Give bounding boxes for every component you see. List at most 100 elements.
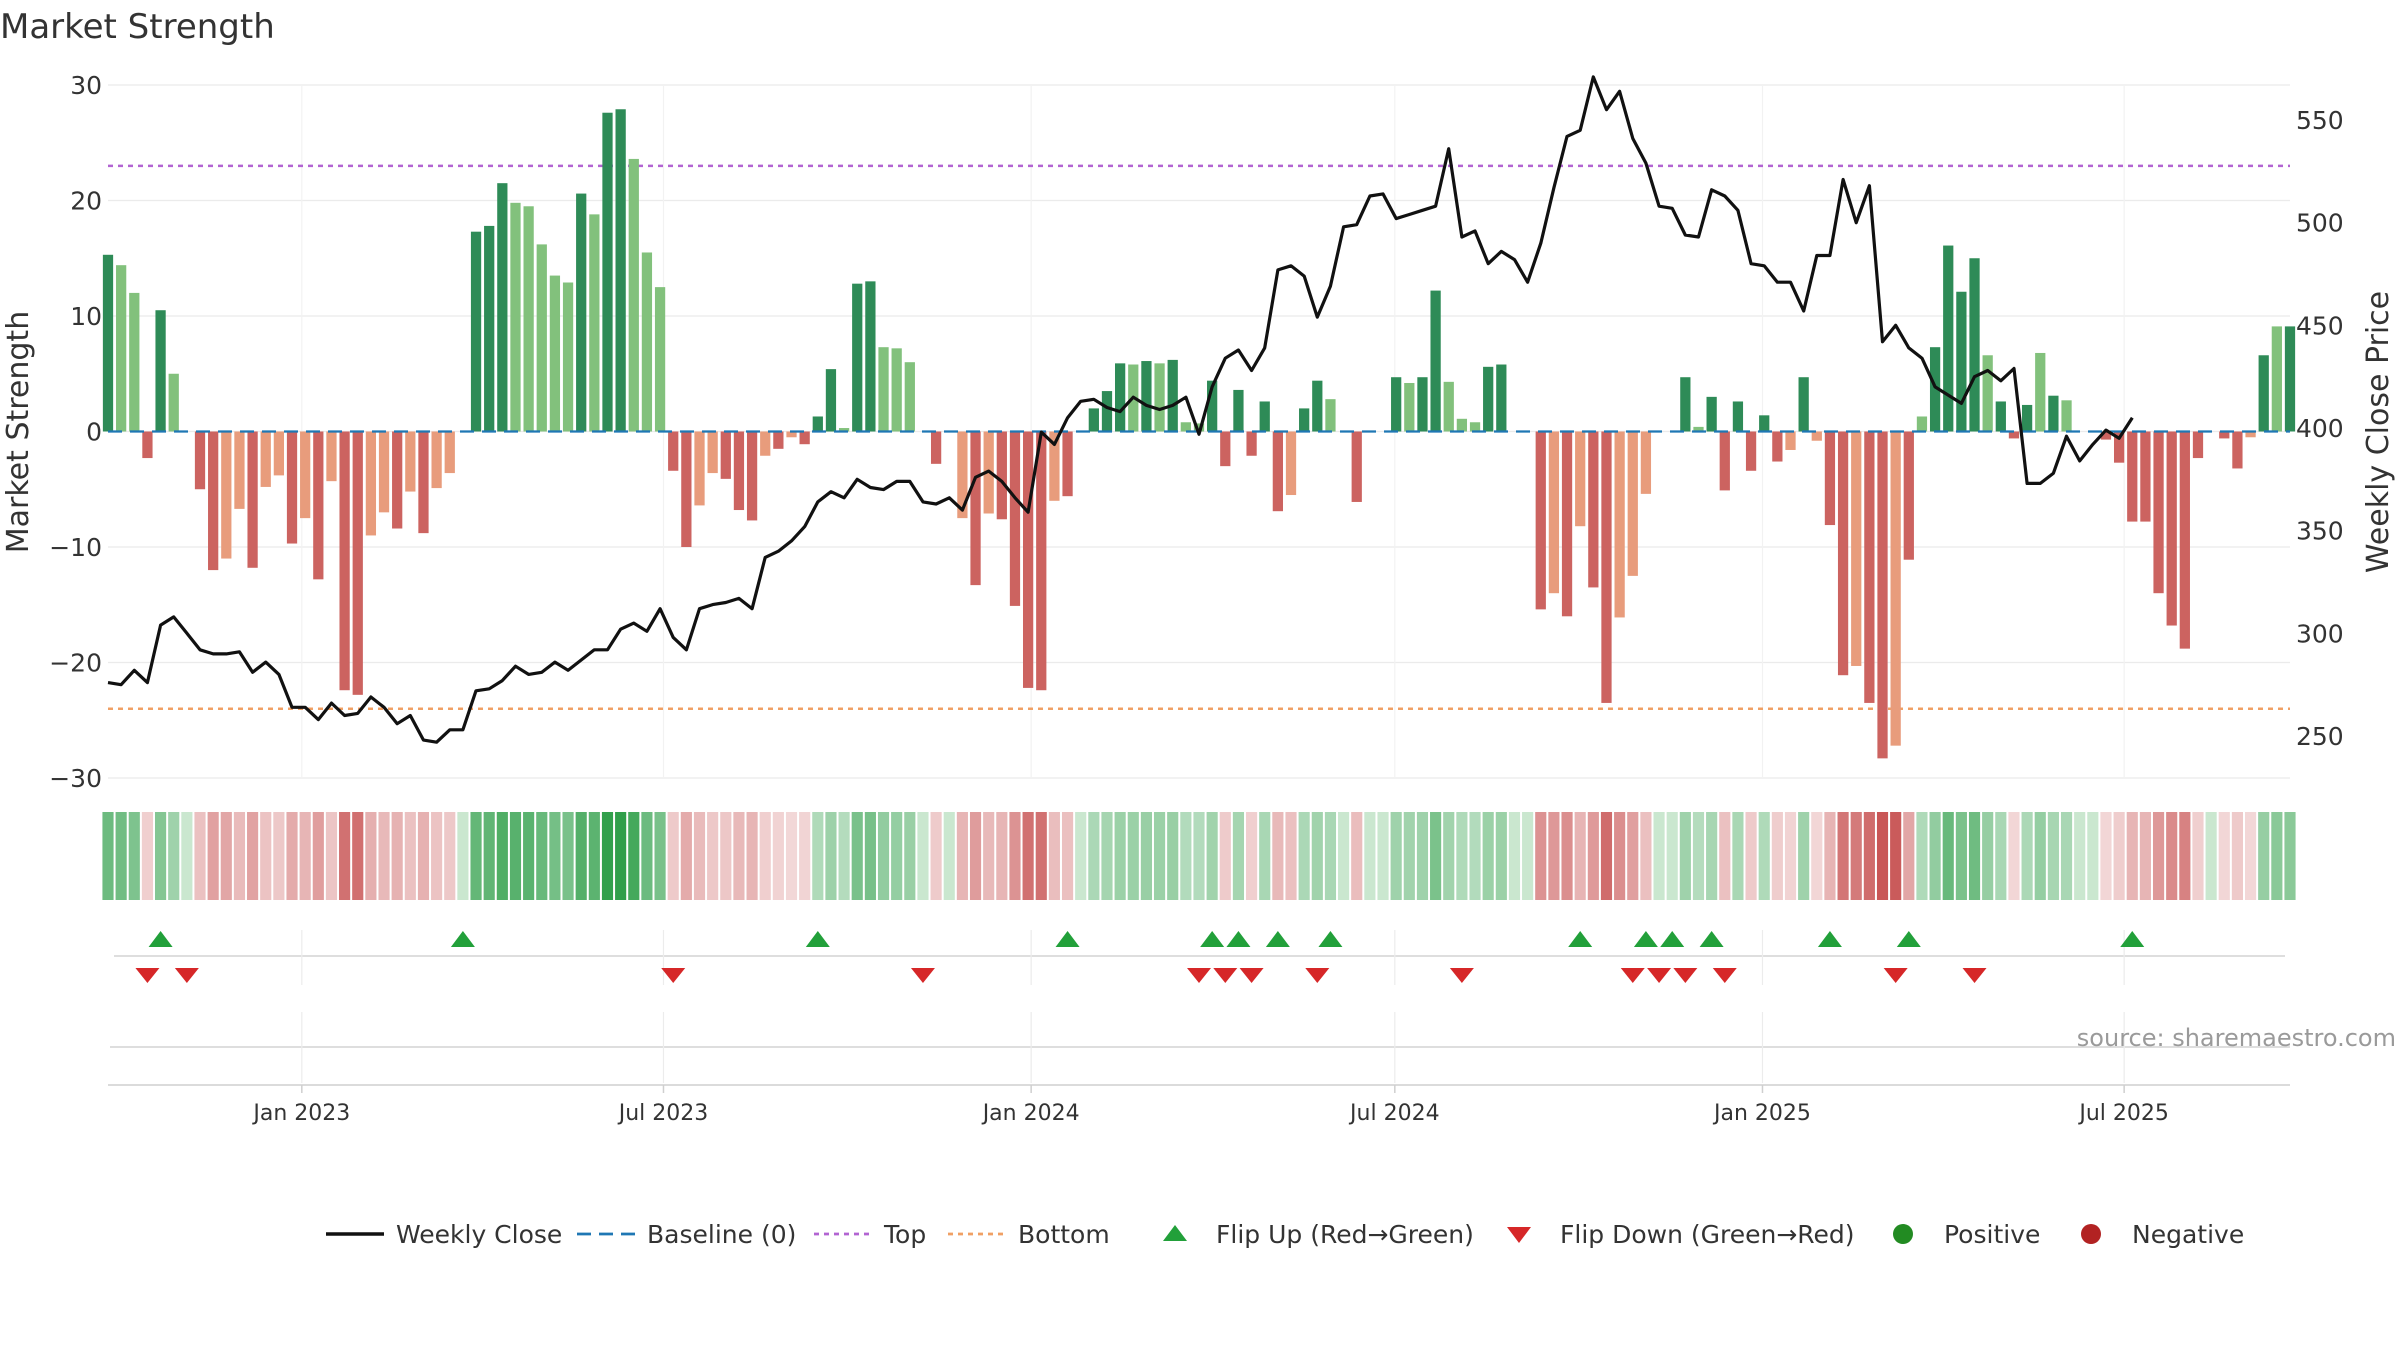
strip-cell [641,812,653,900]
strength-bar [1312,380,1323,432]
strength-bar [1259,401,1270,432]
strip-cell [536,812,548,900]
strength-bar [313,431,324,580]
strip-cell [615,812,627,900]
strip-cell [1522,812,1534,900]
y2-tick-label: 250 [2296,722,2344,751]
strip-cell [812,812,824,900]
flip-up-marker [1318,931,1343,947]
strength-bar [1246,431,1257,456]
strength-bar [1693,426,1704,432]
strength-bar [1115,363,1126,432]
strip-cell [155,812,167,900]
strip-cell [1692,812,1705,900]
strip-cell [1153,812,1166,900]
strip-cell [181,812,193,900]
strength-bar [1969,258,1980,432]
strength-bar [1417,377,1428,432]
legend-label: Baseline (0) [647,1220,796,1249]
x-tick-label: Jan 2023 [251,1101,350,1126]
strip-cell [1745,812,1757,900]
strength-bar [1233,389,1244,432]
strip-cell [457,812,469,900]
y2-tick-label: 400 [2296,414,2344,443]
strip-cell [1968,812,1981,900]
strip-cell [260,812,272,900]
strength-bar [1154,363,1165,432]
y2-tick-label: 550 [2296,106,2344,135]
strength-bar [352,431,363,695]
strip-cell [1114,812,1126,900]
x-tick-label: Jan 2025 [1712,1101,1811,1126]
strength-bar [431,431,442,489]
strip-cell [1219,812,1231,900]
strength-bar [799,431,810,445]
y-tick-label: 0 [86,418,102,447]
strength-bar [746,431,758,521]
flip-down-marker [661,968,686,983]
strength-bar [1062,431,1073,497]
strip-cell [1614,812,1626,900]
strength-bar [1719,431,1730,491]
strength-bar [891,348,902,432]
strip-cell [1009,812,1021,900]
strength-bar [1167,359,1178,432]
strength-bar [2035,352,2046,432]
strip-cell [1771,812,1783,900]
strip-cell [1259,812,1271,900]
strength-bar [1772,431,1783,462]
strip-cell [299,812,311,900]
strip-cell [286,812,298,900]
strip-cell [1495,812,1507,900]
strip-cell [720,812,732,900]
strength-bar [1982,355,1993,432]
strip-cell [877,812,890,900]
strip-cell [1719,812,1731,900]
y-tick-label: 10 [70,302,102,331]
strip-cell [1955,812,1967,900]
strip-cell [1824,812,1836,900]
strip-cell [1548,812,1560,900]
strength-bar [773,431,784,449]
strength-bar [1575,431,1586,527]
strip-cell [549,812,561,900]
strength-bar [405,431,416,492]
strength-bar [2166,431,2177,626]
strength-bar [1680,377,1691,432]
strength-bar [1193,423,1205,432]
flip-up-marker [1568,931,1593,947]
strip-cell [562,812,574,900]
flip-down-marker [174,968,199,983]
strength-bar [392,431,403,529]
strength-bar [523,206,534,432]
strength-bar [1022,431,1034,688]
strength-bar [1759,415,1770,432]
flip-up-marker [1200,931,1225,947]
legend-label: Flip Down (Green→Red) [1560,1220,1855,1249]
flip-down-marker [1449,968,1474,983]
strip-cell [365,812,377,900]
y-tick-label: 20 [70,187,102,216]
strip-cell [1640,812,1652,900]
strength-bar [1588,431,1599,588]
strength-bar [930,431,942,464]
strip-cell [746,812,758,900]
strip-cell [1482,812,1494,900]
strength-bar [1929,347,1941,432]
strength-bar [589,214,600,432]
legend-label: Bottom [1018,1220,1110,1249]
strip-cell [404,812,416,900]
strip-cell [1535,812,1547,900]
strip-cell [2060,812,2073,900]
strip-cell [693,812,706,900]
strip-cell [1167,812,1179,900]
strength-bar [641,252,653,432]
strip-cell [891,812,903,900]
strength-bar [234,431,245,509]
y-tick-label: 30 [70,71,102,100]
strip-cell [2205,812,2217,900]
strip-cell [1390,812,1402,900]
strength-bar [1943,245,1954,432]
strip-cell [1876,812,1889,900]
strip-cell [1798,812,1810,900]
